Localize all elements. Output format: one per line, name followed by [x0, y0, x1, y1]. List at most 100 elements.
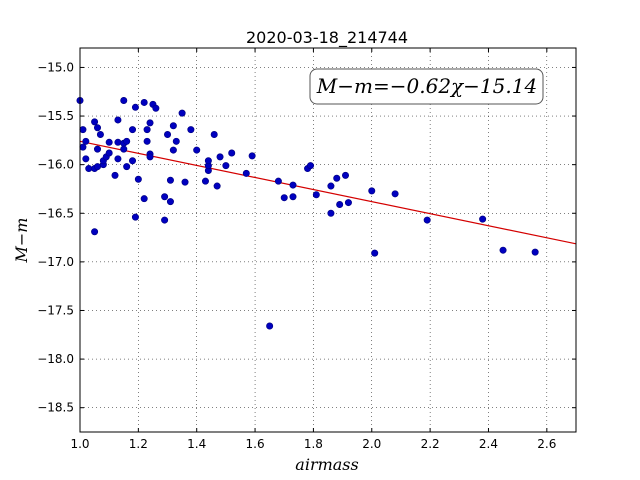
scatter-points: [76, 96, 539, 330]
data-point: [423, 216, 431, 224]
data-point: [96, 131, 104, 139]
x-tick-label: 1.2: [129, 437, 148, 451]
data-point: [289, 181, 297, 189]
data-point: [129, 126, 137, 134]
data-point: [187, 126, 195, 134]
x-axis-label: airmass: [295, 455, 358, 474]
y-tick-label: −18.5: [37, 401, 74, 415]
data-point: [201, 177, 209, 185]
data-point: [143, 137, 151, 145]
data-point: [94, 145, 102, 153]
data-point: [164, 131, 172, 139]
fit-line: [79, 140, 577, 245]
data-point: [344, 199, 352, 207]
axis-ticks: 1.0 1.2 1.4 1.6 1.8 2.0 2.2 2.4 2.6 −15.0 −15.5 −16…: [37, 48, 576, 451]
data-point: [210, 131, 218, 139]
y-tick-label: −18.0: [37, 352, 74, 366]
x-tick-label: 1.6: [246, 437, 265, 451]
data-point: [327, 209, 335, 217]
x-tick-label: 2.0: [362, 437, 381, 451]
data-point: [391, 190, 399, 198]
y-tick-label: −15.5: [37, 109, 74, 123]
data-point: [213, 182, 221, 190]
data-point: [169, 122, 177, 130]
plot-area: [80, 48, 576, 432]
data-point: [178, 109, 186, 117]
data-point: [204, 157, 212, 165]
data-point: [143, 126, 151, 134]
annotation-text: M−m=−0.62χ−15.14: [316, 74, 537, 98]
data-point: [306, 162, 314, 170]
data-point: [531, 248, 539, 256]
data-point: [289, 193, 297, 201]
data-point: [131, 103, 139, 111]
data-point: [222, 162, 230, 170]
data-point: [79, 143, 87, 151]
data-point: [371, 249, 379, 257]
x-tick-label: 1.8: [304, 437, 323, 451]
data-point: [327, 182, 335, 190]
data-point: [131, 213, 139, 221]
data-point: [79, 126, 87, 134]
data-point: [152, 104, 160, 112]
data-point: [105, 149, 113, 157]
data-point: [94, 124, 102, 132]
data-point: [216, 153, 224, 161]
data-point: [134, 175, 142, 183]
x-tick-label: 2.2: [421, 437, 440, 451]
y-tick-label: −16.5: [37, 206, 74, 220]
fit-line-layer: [79, 140, 577, 245]
plot-frame: [79, 47, 577, 433]
data-point: [123, 163, 131, 171]
data-point: [368, 187, 376, 195]
data-point: [114, 138, 122, 146]
chart-title: 2020-03-18_214744: [246, 28, 408, 48]
data-point: [105, 138, 113, 146]
data-point: [342, 171, 350, 179]
data-point: [82, 155, 90, 163]
data-point: [274, 177, 282, 185]
data-point: [181, 178, 189, 186]
fit-annotation: M−m=−0.62χ−15.14: [309, 68, 544, 105]
data-point: [161, 216, 169, 224]
data-point: [161, 193, 169, 201]
data-point: [169, 146, 177, 154]
y-tick-label: −17.5: [37, 303, 74, 317]
data-point: [114, 155, 122, 163]
data-point: [242, 169, 250, 177]
data-point: [280, 194, 288, 202]
data-point: [248, 152, 256, 160]
data-point: [94, 163, 102, 171]
data-point: [166, 176, 174, 184]
data-point: [120, 145, 128, 153]
data-point: [123, 137, 131, 145]
data-point: [336, 201, 344, 209]
data-point: [114, 116, 122, 124]
x-tick-label: 2.4: [479, 437, 498, 451]
data-point: [312, 191, 320, 199]
data-point: [166, 198, 174, 206]
data-point: [333, 174, 341, 182]
data-point: [111, 171, 119, 179]
data-point: [146, 119, 154, 127]
data-point: [140, 195, 148, 203]
data-point: [499, 246, 507, 254]
data-point: [266, 322, 274, 330]
y-axis-label: M−m: [12, 218, 31, 264]
data-point: [193, 146, 201, 154]
data-point: [172, 137, 180, 145]
data-point: [82, 137, 90, 145]
data-point: [85, 165, 93, 173]
y-tick-label: −16.0: [37, 158, 74, 172]
data-point: [91, 118, 99, 126]
data-point: [91, 228, 99, 236]
data-point: [146, 153, 154, 161]
data-point: [129, 157, 137, 165]
x-tick-label: 2.6: [537, 437, 556, 451]
annotation-box: [309, 68, 544, 105]
data-point: [228, 149, 236, 157]
y-tick-label: −17.0: [37, 255, 74, 269]
x-tick-label: 1.0: [70, 437, 89, 451]
data-point: [140, 98, 148, 106]
